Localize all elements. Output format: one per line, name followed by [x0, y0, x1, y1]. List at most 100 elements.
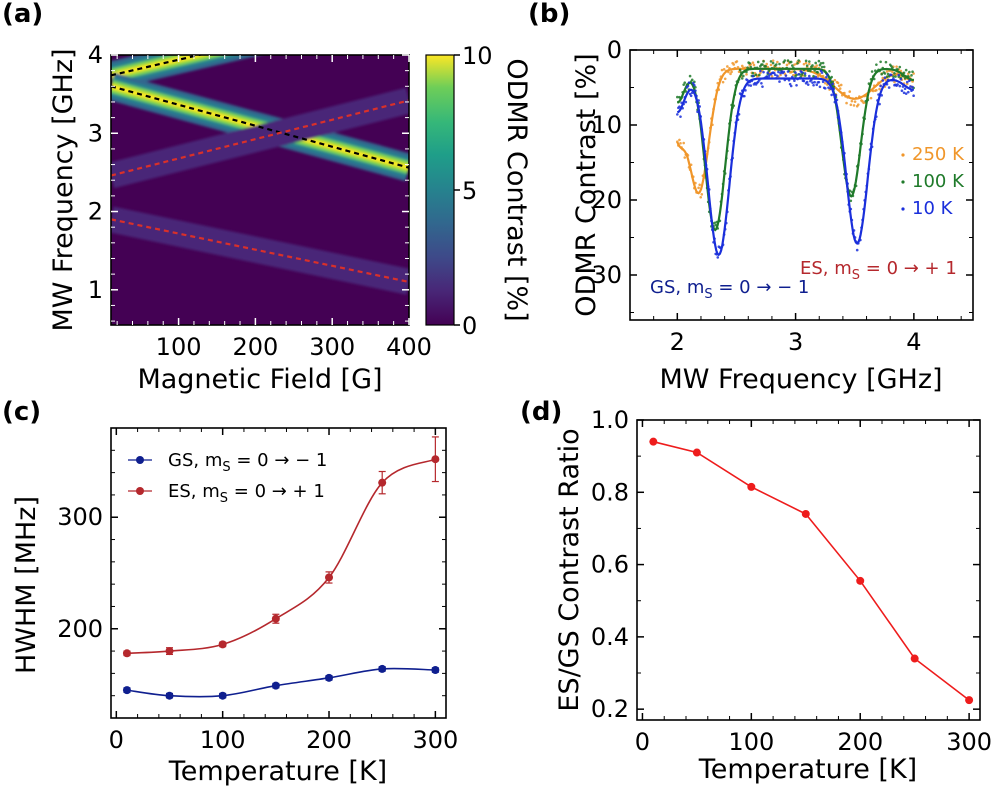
- spectrum-point: [889, 73, 893, 77]
- spectrum-point: [765, 62, 769, 66]
- spectrum-point: [879, 60, 882, 64]
- spectrum-point: [803, 74, 807, 77]
- spectrum-point: [714, 223, 717, 227]
- spectrum-point: [789, 84, 793, 88]
- spectrum-point: [812, 74, 815, 78]
- spectrum-point: [805, 80, 809, 84]
- spectrum-point: [762, 70, 765, 74]
- spectrum-point: [856, 103, 860, 106]
- y-tick-label: 2: [88, 198, 103, 226]
- spectrum-point: [765, 75, 769, 78]
- spectrum-point: [689, 94, 693, 98]
- legend-es-marker: [136, 487, 144, 495]
- spectrum-point: [793, 63, 796, 66]
- x-tick-label: 300: [946, 728, 992, 756]
- panel-d-frame: [636, 419, 981, 721]
- spectrum-point: [721, 80, 725, 84]
- spectrum-point: [766, 65, 770, 69]
- spectrum-point: [776, 74, 779, 78]
- spectrum-point: [756, 60, 760, 64]
- spectrum-point: [754, 73, 758, 77]
- spectrum-point: [900, 89, 904, 92]
- spectrum-point: [678, 105, 681, 108]
- y-tick-label: 300: [57, 503, 103, 531]
- spectrum-point: [896, 83, 899, 86]
- spectrum-point: [804, 59, 808, 63]
- spectrum-point: [743, 94, 746, 98]
- panel-b-plot: [676, 59, 915, 259]
- spectrum-point: [749, 65, 753, 69]
- legend-gs-label: GS, mS = 0 → − 1: [168, 450, 327, 475]
- spectrum-point: [826, 73, 829, 76]
- hwhm-series: [122, 664, 440, 700]
- ratio-point: [747, 482, 756, 491]
- spectrum-point: [776, 60, 779, 64]
- hwhm-series: [122, 436, 440, 658]
- spectrum-point: [802, 62, 806, 66]
- panel-d-xlabel: Temperature [K]: [698, 754, 917, 785]
- x-tick-label: 200: [837, 728, 883, 756]
- hwhm-point: [431, 666, 440, 675]
- spectrum-point: [823, 81, 827, 85]
- spectrum-point: [853, 100, 857, 103]
- panel-c-hwhm: (c) 0 100 200 300 200 300 GS, mS = 0 → − 1 ES…: [2, 397, 458, 787]
- spectrum-point: [811, 81, 814, 84]
- legend-label: 250 K: [912, 144, 965, 165]
- spectrum-point: [738, 68, 742, 72]
- panel-a-ylabel: MW Frequency [GHz]: [48, 48, 79, 331]
- x-tick-label: 0: [635, 728, 650, 756]
- spectrum-point: [885, 75, 889, 79]
- hwhm-point: [378, 478, 387, 487]
- spectrum-point: [852, 104, 856, 107]
- y-tick-label: 3: [88, 119, 103, 147]
- hwhm-line: [126, 667, 436, 698]
- spectrum-point: [682, 83, 685, 86]
- spectrum-point: [855, 248, 859, 252]
- y-tick-label: 0.4: [591, 623, 629, 651]
- spectrum-point: [814, 61, 817, 65]
- spectrum-point: [803, 72, 807, 75]
- spectrum-point: [849, 199, 853, 203]
- spectrum-point: [903, 87, 907, 91]
- spectrum-point: [898, 65, 902, 69]
- spectrum-point: [723, 77, 727, 81]
- spectrum-point: [809, 69, 812, 73]
- spectrum-point: [902, 91, 906, 95]
- spectrum-point: [729, 72, 732, 76]
- colorbar-label: ODMR Contrast [%]: [501, 58, 532, 321]
- spectrum-point: [898, 84, 902, 88]
- spectrum-point: [771, 59, 775, 62]
- spectrum-point: [735, 60, 739, 63]
- spectrum-point: [783, 59, 787, 62]
- y-tick-label: 0: [607, 36, 622, 64]
- colorbar-tick-label: 0: [462, 312, 477, 340]
- spectrum-point: [676, 95, 679, 99]
- spectrum-point: [904, 92, 908, 95]
- spectrum-point: [747, 83, 750, 87]
- heatmap-fit-lines: [111, 55, 409, 284]
- spectrum-point: [785, 63, 789, 67]
- spectrum-point: [895, 65, 898, 68]
- spectrum-point: [808, 60, 811, 63]
- es-transition-annotation: ES, mS = 0 → + 1: [800, 258, 957, 283]
- spectrum-point: [773, 73, 777, 77]
- spectrum-point: [784, 74, 788, 77]
- spectrum-point: [911, 70, 914, 74]
- x-tick-label: 3: [788, 328, 803, 356]
- hwhm-point: [122, 686, 131, 695]
- spectrum-point: [813, 80, 816, 84]
- fit-line: [111, 99, 409, 177]
- spectrum-point: [745, 73, 748, 76]
- spectrum-point: [782, 70, 786, 74]
- panel-a-label: (a): [2, 0, 43, 29]
- spectrum-point: [722, 68, 726, 71]
- spectrum-point: [700, 193, 704, 196]
- spectrum-point: [908, 70, 911, 74]
- spectrum-point: [911, 85, 914, 89]
- spectrum-point: [769, 60, 773, 63]
- spectrum-point: [693, 83, 696, 87]
- spectrum-point: [751, 74, 755, 78]
- spectrum-point: [812, 83, 815, 87]
- spectrum-point: [897, 73, 901, 77]
- spectrum-point: [748, 61, 751, 65]
